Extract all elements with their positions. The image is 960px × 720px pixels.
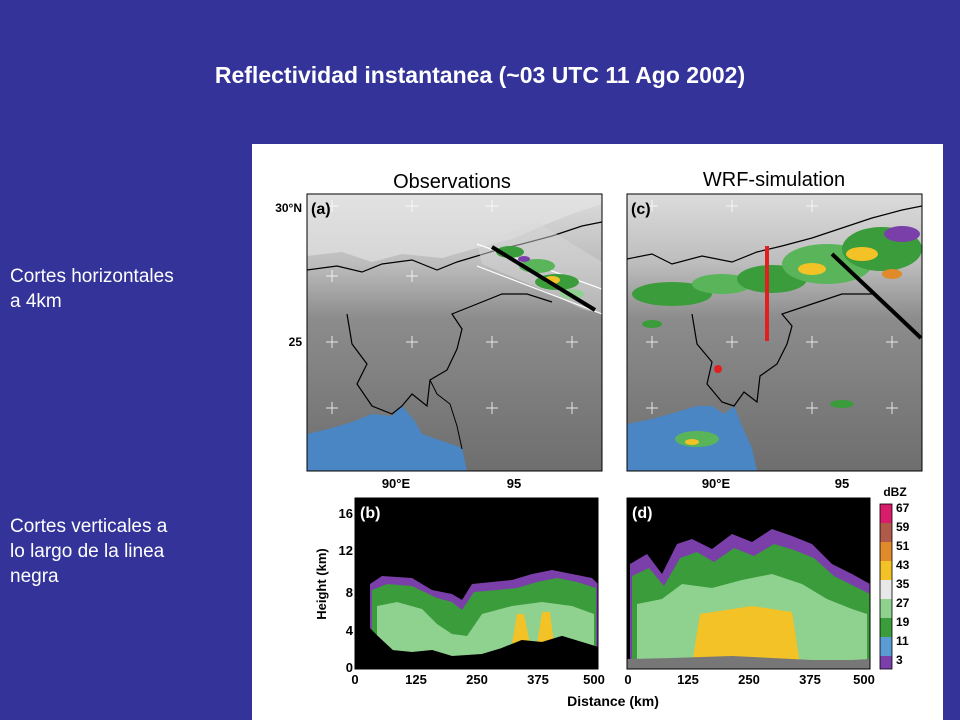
- map-a-plateau: [307, 194, 602, 262]
- xtick-d-0: 0: [624, 672, 631, 687]
- map-panel-c: [627, 194, 922, 471]
- ytick-8: 8: [346, 585, 353, 600]
- side-label-vertical: Cortes verticales a lo largo de la linea…: [10, 514, 245, 589]
- xtick-d-125: 125: [677, 672, 699, 687]
- colorbar-unit: dBZ: [883, 485, 906, 499]
- cbar-tick-35: 35: [896, 577, 910, 591]
- figure-svg: Observations WRF-simulation (a) 30°N 25: [275, 169, 923, 709]
- map-c-echoes: [632, 226, 922, 447]
- slide-title: Reflectividad instantanea (~03 UTC 11 Ag…: [214, 62, 746, 88]
- figure-panel: Observations WRF-simulation (a) 30°N 25: [252, 144, 943, 720]
- map-c-grid-crosses: [646, 200, 898, 414]
- section-ylabel: Height (km): [314, 548, 329, 620]
- map-c-cross-section-line: [830, 252, 922, 340]
- section-d-frame: [626, 497, 871, 670]
- cbar-tick-43: 43: [896, 558, 910, 572]
- section-xlabel: Distance (km): [567, 693, 659, 709]
- panel-label-b: (b): [360, 505, 380, 522]
- section-d-xticks: 0 125 250 375 500: [624, 672, 874, 687]
- xtick-d-500: 500: [853, 672, 875, 687]
- map-a-sea: [307, 406, 467, 471]
- map-a-frame: [306, 193, 603, 472]
- panel-label-a: (a): [311, 201, 331, 218]
- colorbar-ticks: 67 59 51 43 35 27 19 11 3: [896, 501, 910, 667]
- xtick-b-375: 375: [527, 672, 549, 687]
- section-b-yticks: 16 12 8 4 0: [339, 506, 354, 675]
- lat-tick-30: 30°N: [275, 201, 302, 215]
- side-label-vertical-text: Cortes verticales a lo largo de la linea…: [10, 516, 168, 587]
- cbar-tick-59: 59: [896, 520, 910, 534]
- ytick-0: 0: [346, 660, 353, 675]
- side-label-horizontal-text: Cortes horizontales a 4km: [10, 266, 174, 312]
- xtick-b-0: 0: [351, 672, 358, 687]
- section-d-echo-core: [692, 606, 800, 664]
- xtick-b-500: 500: [583, 672, 605, 687]
- lat-tick-25: 25: [289, 335, 303, 349]
- ytick-4: 4: [346, 623, 354, 638]
- map-a-swath-edge-bottom: [476, 265, 602, 315]
- column-title-observations: Observations: [393, 171, 511, 193]
- map-c-border-central: [691, 293, 872, 407]
- panel-label-d: (d): [632, 505, 652, 522]
- ytick-16: 16: [339, 506, 353, 521]
- map-a-border-south: [429, 379, 463, 450]
- cbar-tick-27: 27: [896, 596, 910, 610]
- side-label-horizontal: Cortes horizontales a 4km: [10, 264, 245, 314]
- cbar-tick-51: 51: [896, 539, 910, 553]
- panel-label-c: (c): [631, 201, 651, 218]
- section-b-xticks: 0 125 250 375 500: [351, 672, 604, 687]
- map-c-border-north: [627, 205, 922, 265]
- column-title-wrf: WRF-simulation: [703, 169, 845, 191]
- section-panel-d: [627, 498, 870, 669]
- lon-tick-a-90: 90°E: [382, 476, 411, 491]
- section-d-terrain: [627, 656, 870, 669]
- colorbar: [879, 503, 893, 670]
- map-a-border-central: [346, 293, 553, 415]
- section-b-echo-core: [512, 612, 554, 644]
- cbar-tick-19: 19: [896, 615, 910, 629]
- lon-tick-c-95: 95: [835, 476, 849, 491]
- xtick-b-250: 250: [466, 672, 488, 687]
- section-b-frame: [354, 497, 599, 670]
- section-b-terrain: [355, 625, 598, 669]
- map-a-cross-section-line: [490, 245, 597, 312]
- xtick-b-125: 125: [405, 672, 427, 687]
- xtick-d-250: 250: [738, 672, 760, 687]
- xtick-d-375: 375: [799, 672, 821, 687]
- map-a-grid-crosses: [326, 200, 578, 414]
- ytick-12: 12: [339, 543, 353, 558]
- section-panel-b: [355, 498, 598, 669]
- map-c-point-marker: [714, 365, 722, 373]
- lon-tick-c-90: 90°E: [702, 476, 731, 491]
- cbar-tick-3: 3: [896, 653, 903, 667]
- cbar-tick-11: 11: [896, 634, 909, 648]
- lon-tick-a-95: 95: [507, 476, 521, 491]
- map-c-frame: [626, 193, 923, 472]
- cbar-tick-67: 67: [896, 501, 910, 515]
- map-panel-a: [307, 194, 602, 471]
